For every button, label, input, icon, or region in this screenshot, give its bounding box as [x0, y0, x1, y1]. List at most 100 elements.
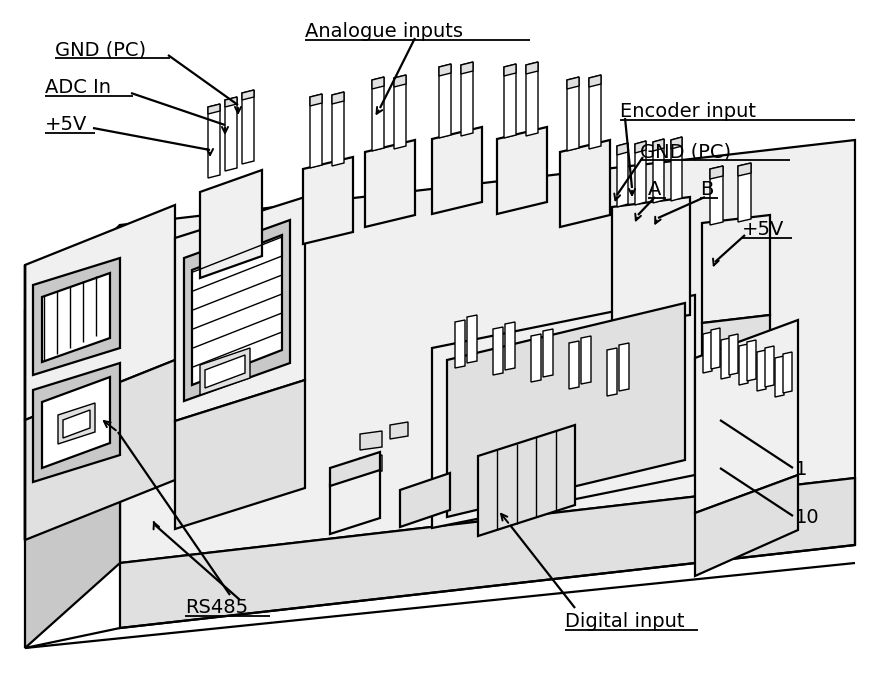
Polygon shape	[330, 452, 380, 486]
Polygon shape	[33, 363, 120, 482]
Polygon shape	[747, 340, 756, 381]
Polygon shape	[461, 62, 473, 136]
Polygon shape	[702, 315, 770, 378]
Polygon shape	[310, 94, 322, 168]
Polygon shape	[569, 341, 579, 389]
Polygon shape	[589, 75, 601, 87]
Text: RS485: RS485	[185, 598, 248, 617]
Polygon shape	[394, 75, 406, 87]
Polygon shape	[671, 137, 682, 149]
Polygon shape	[225, 97, 237, 107]
Polygon shape	[589, 75, 601, 149]
Polygon shape	[120, 140, 855, 563]
Polygon shape	[617, 143, 628, 155]
Polygon shape	[497, 127, 547, 214]
Text: Encoder input: Encoder input	[620, 102, 756, 121]
Polygon shape	[505, 322, 515, 370]
Polygon shape	[653, 139, 664, 151]
Text: 1: 1	[795, 460, 807, 479]
Polygon shape	[619, 343, 629, 391]
Polygon shape	[360, 455, 382, 474]
Polygon shape	[394, 75, 406, 149]
Polygon shape	[467, 315, 477, 363]
Polygon shape	[526, 62, 538, 136]
Polygon shape	[208, 104, 220, 178]
Polygon shape	[242, 90, 254, 164]
Polygon shape	[432, 127, 482, 214]
Polygon shape	[58, 403, 95, 444]
Polygon shape	[504, 64, 516, 138]
Text: ADC In: ADC In	[45, 78, 111, 97]
Polygon shape	[702, 215, 770, 323]
Polygon shape	[695, 320, 798, 513]
Polygon shape	[757, 350, 766, 391]
Polygon shape	[635, 141, 646, 153]
Polygon shape	[372, 77, 384, 89]
Polygon shape	[447, 303, 685, 517]
Polygon shape	[703, 332, 712, 373]
Polygon shape	[711, 328, 720, 369]
Polygon shape	[25, 360, 175, 540]
Polygon shape	[531, 334, 541, 382]
Polygon shape	[710, 166, 723, 225]
Polygon shape	[729, 334, 738, 375]
Polygon shape	[184, 220, 290, 401]
Text: GND (PC): GND (PC)	[55, 40, 146, 59]
Polygon shape	[783, 352, 792, 393]
Polygon shape	[303, 157, 353, 244]
Polygon shape	[653, 139, 664, 203]
Polygon shape	[543, 329, 553, 377]
Polygon shape	[607, 348, 617, 396]
Text: A: A	[648, 180, 661, 199]
Polygon shape	[560, 140, 610, 227]
Polygon shape	[695, 475, 798, 576]
Polygon shape	[200, 348, 250, 395]
Polygon shape	[120, 478, 855, 628]
Polygon shape	[671, 137, 682, 201]
Polygon shape	[439, 64, 451, 138]
Polygon shape	[192, 235, 282, 385]
Polygon shape	[567, 77, 579, 89]
Polygon shape	[242, 90, 254, 100]
Text: Analogue inputs: Analogue inputs	[305, 22, 463, 41]
Polygon shape	[738, 163, 751, 222]
Polygon shape	[612, 197, 690, 325]
Polygon shape	[360, 431, 382, 450]
Polygon shape	[581, 336, 591, 384]
Polygon shape	[567, 77, 579, 151]
Polygon shape	[372, 77, 384, 151]
Polygon shape	[332, 92, 344, 104]
Polygon shape	[175, 380, 305, 529]
Polygon shape	[765, 346, 774, 387]
Polygon shape	[25, 205, 175, 420]
Polygon shape	[617, 143, 628, 207]
Polygon shape	[225, 97, 237, 171]
Polygon shape	[504, 64, 516, 76]
Polygon shape	[310, 94, 322, 106]
Polygon shape	[42, 377, 110, 468]
Polygon shape	[432, 295, 695, 528]
Text: Digital input: Digital input	[565, 612, 685, 631]
Polygon shape	[365, 140, 415, 227]
Polygon shape	[493, 327, 503, 375]
Polygon shape	[208, 104, 220, 114]
Polygon shape	[721, 338, 730, 379]
Polygon shape	[63, 410, 90, 438]
Polygon shape	[200, 170, 262, 278]
Polygon shape	[439, 64, 451, 76]
Polygon shape	[390, 422, 408, 439]
Polygon shape	[710, 166, 723, 179]
Text: +5V: +5V	[742, 220, 784, 239]
Polygon shape	[175, 197, 305, 421]
Polygon shape	[42, 273, 110, 362]
Polygon shape	[25, 225, 120, 648]
Text: GND (PC): GND (PC)	[640, 142, 731, 161]
Polygon shape	[775, 356, 784, 397]
Polygon shape	[205, 355, 245, 388]
Polygon shape	[738, 163, 751, 176]
Polygon shape	[739, 344, 748, 385]
Text: +5V: +5V	[45, 115, 88, 134]
Polygon shape	[478, 425, 575, 536]
Polygon shape	[332, 92, 344, 166]
Polygon shape	[526, 62, 538, 74]
